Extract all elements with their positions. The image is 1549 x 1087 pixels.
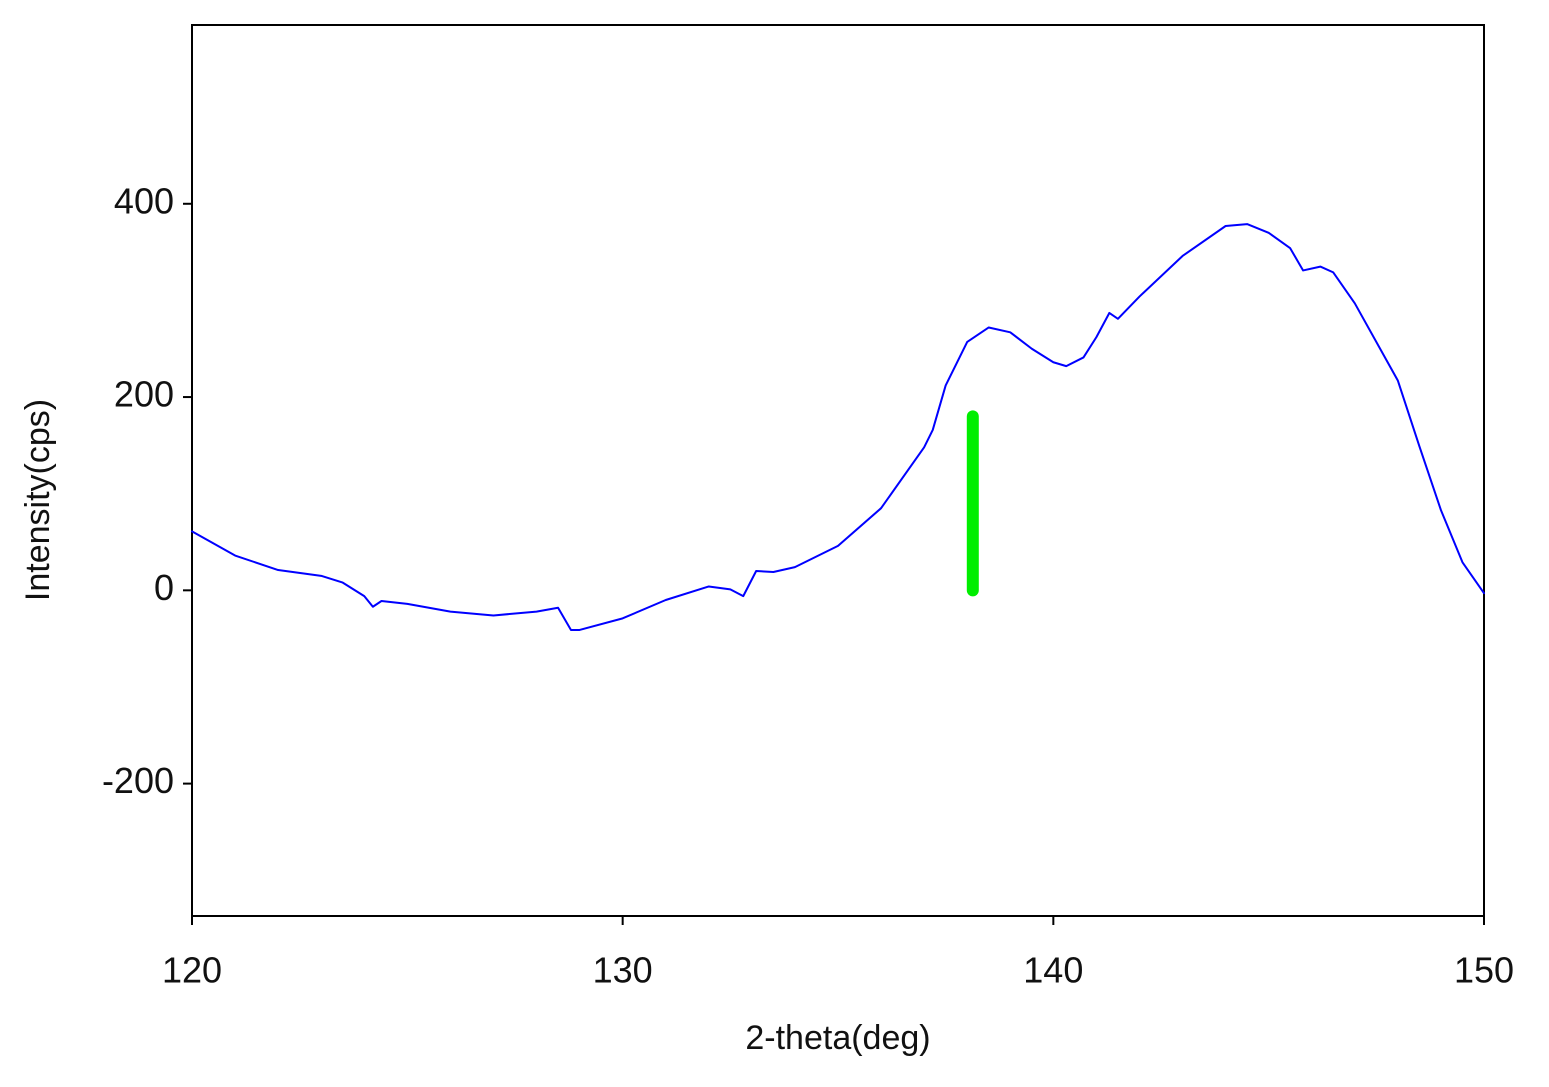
y-tick-label: 0 [154, 567, 174, 608]
plot-frame [191, 24, 1485, 917]
x-tick-label: 150 [1454, 950, 1514, 991]
y-axis-label: Intensity(cps) [19, 399, 57, 601]
x-axis-label: 2-theta(deg) [745, 1019, 930, 1057]
y-tick-label: -200 [102, 760, 174, 801]
x-tick-label: 120 [162, 950, 222, 991]
x-tick-label: 130 [593, 950, 653, 991]
x-tick-label: 140 [1023, 950, 1083, 991]
y-tick-label: 200 [114, 374, 174, 415]
series-line [191, 223, 1485, 631]
y-tick-label: 400 [114, 180, 174, 221]
